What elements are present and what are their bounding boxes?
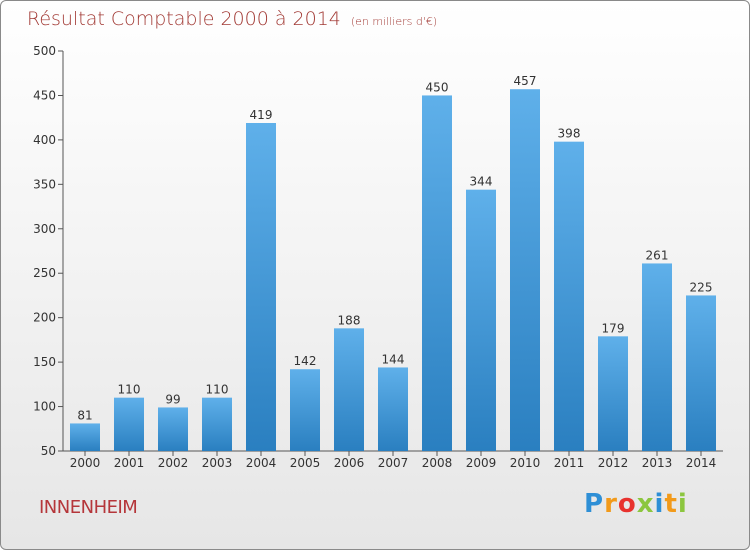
value-label-2002: 99 (165, 392, 180, 406)
chart-unit: (en milliers d'€) (350, 15, 438, 28)
commune-name: INNENHEIM (39, 497, 138, 518)
bar-2013 (642, 263, 672, 451)
y-tick-label: 450 (33, 88, 56, 102)
value-label-2009: 344 (470, 175, 493, 189)
value-label-2014: 225 (690, 280, 713, 294)
bar-2012 (598, 336, 628, 451)
value-label-2004: 419 (250, 108, 273, 122)
y-tick-label: 300 (33, 222, 56, 236)
bar-2007 (378, 367, 408, 451)
x-tick-label: 2004 (246, 456, 277, 470)
chart-title: Résultat Comptable 2000 à 2014 (en millie… (27, 8, 437, 30)
value-label-2000: 81 (77, 408, 92, 422)
bar-2005 (290, 369, 320, 451)
value-label-2013: 261 (646, 248, 669, 262)
value-label-2010: 457 (514, 74, 537, 88)
chart-title-text: Résultat Comptable 2000 à 2014 (27, 8, 341, 30)
x-tick-label: 2008 (422, 456, 453, 470)
x-tick-label: 2001 (114, 456, 145, 470)
value-label-2011: 398 (558, 127, 581, 141)
y-tick-label: 350 (33, 177, 56, 191)
y-tick-label: 150 (33, 355, 56, 369)
bar-2004 (246, 123, 276, 451)
x-tick-label: 2009 (466, 456, 497, 470)
bar-2000 (70, 423, 100, 451)
x-tick-label: 2000 (70, 456, 101, 470)
proxiti-logo: Proxiti (584, 489, 688, 519)
x-tick-label: 2012 (598, 456, 629, 470)
bar-2008 (422, 95, 452, 451)
bars (70, 89, 716, 451)
x-tick-label: 2005 (290, 456, 321, 470)
x-tick-label: 2002 (158, 456, 189, 470)
value-label-2007: 144 (382, 352, 405, 366)
bar-2010 (510, 89, 540, 451)
bar-2002 (158, 407, 188, 451)
value-label-2003: 110 (206, 383, 229, 397)
x-tick-label: 2014 (686, 456, 717, 470)
y-tick-label: 100 (33, 400, 56, 414)
y-tick-label: 500 (33, 44, 56, 58)
bar-2014 (686, 295, 716, 451)
value-label-2006: 188 (338, 313, 361, 327)
bar-2011 (554, 141, 584, 451)
value-label-2012: 179 (602, 321, 625, 335)
x-tick-label: 2010 (510, 456, 541, 470)
x-tick-label: 2013 (642, 456, 673, 470)
x-tick-label: 2006 (334, 456, 365, 470)
x-tick-label: 2011 (554, 456, 585, 470)
y-tick-label: 50 (41, 444, 56, 458)
y-tick-label: 400 (33, 133, 56, 147)
value-label-2008: 450 (426, 80, 449, 94)
bar-2006 (334, 328, 364, 451)
x-tick-label: 2003 (202, 456, 233, 470)
bar-2001 (114, 397, 144, 451)
value-label-2001: 110 (118, 383, 141, 397)
bar-2009 (466, 189, 496, 451)
value-label-2005: 142 (294, 354, 317, 368)
y-tick-label: 250 (33, 266, 56, 280)
bar-2003 (202, 397, 232, 451)
y-tick-label: 200 (33, 311, 56, 325)
x-tick-label: 2007 (378, 456, 409, 470)
value-labels: 81 110 99 110 419 142 188 144 450 344 457 398 179 261… (77, 74, 712, 422)
